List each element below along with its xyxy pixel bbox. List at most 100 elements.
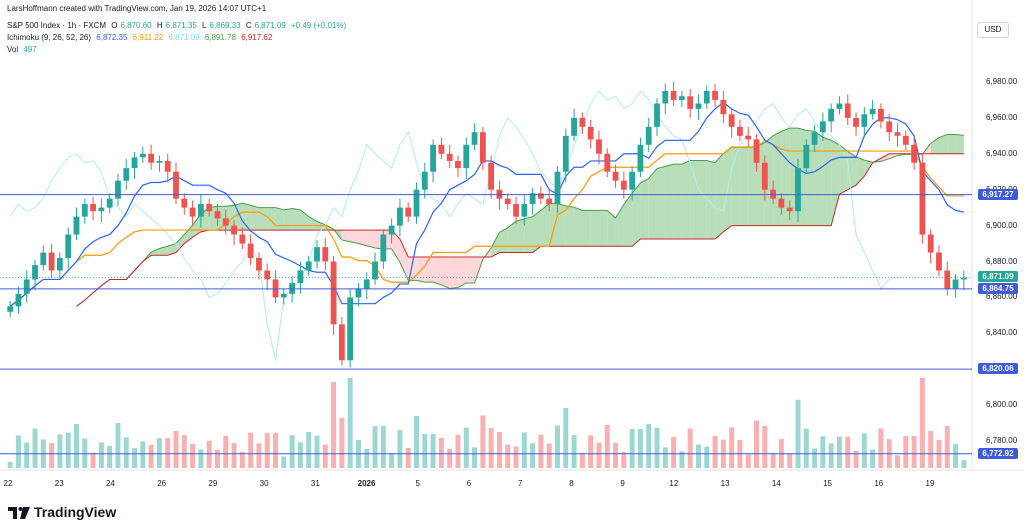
candle-body (355, 288, 362, 298)
ichimoku-cloud-segment (159, 246, 168, 256)
candle-body (811, 132, 818, 145)
volume-bar (853, 451, 859, 468)
ichimoku-cloud-segment (292, 208, 301, 231)
candle-body (23, 279, 30, 294)
volume-bar (49, 443, 55, 468)
time-tick-label: 24 (105, 479, 115, 488)
price-tick-label: 6,880.00 (986, 256, 1018, 266)
brand-name: TradingView (34, 504, 117, 520)
low-value: 6,869.33 (209, 21, 241, 30)
candle-body (778, 198, 785, 208)
candle-body (819, 121, 826, 133)
ichimoku-cloud-segment (673, 164, 682, 240)
volume-bar (637, 429, 643, 468)
volume-bar (820, 436, 826, 468)
volume-bar (530, 443, 536, 468)
time-tick-label: 12 (669, 479, 679, 488)
ichimoku-cloud-segment (167, 243, 177, 256)
ichimoku-cloud-segment (424, 257, 434, 283)
volume-bar (214, 449, 220, 468)
ichimoku-cloud-segment (532, 210, 541, 253)
volume-bar (538, 434, 544, 468)
volume-bar (15, 435, 21, 468)
candle-body (712, 90, 718, 100)
time-tick-label: 26 (157, 479, 167, 488)
volume-bar (281, 456, 287, 468)
level-price-badge: 6,820.06 (978, 363, 1018, 375)
volume-bar (115, 423, 121, 468)
volume-bar (422, 434, 428, 468)
candle-body (886, 121, 893, 133)
price-tick-label: 6,980.00 (986, 76, 1018, 86)
time-tick-label: 7 (517, 479, 523, 488)
ichimoku-cloud-segment (731, 147, 740, 226)
volume-bar (588, 435, 594, 468)
last-price-badge: 6,871.09 (978, 271, 1018, 283)
ichimoku-cloud-segment (151, 248, 160, 256)
candle-body (32, 265, 38, 280)
ichimoku-label: Ichimoku (9, 26, 52, 26) (7, 33, 92, 42)
volume-bar (861, 433, 867, 468)
ichimoku-cloud-segment (192, 213, 201, 238)
ichimoku-cloud-segment (457, 257, 467, 288)
candle-body (397, 207, 403, 226)
ichimoku-cloud-segment (341, 230, 351, 242)
span-b-line (76, 153, 964, 307)
volume-bar (7, 462, 13, 468)
volume-bar (596, 442, 602, 468)
volume-bar (961, 460, 967, 468)
span-b-value: 6,917.62 (241, 33, 273, 42)
candle-body (786, 207, 793, 212)
ichimoku-cloud-segment (549, 203, 558, 247)
candle-body (247, 243, 254, 258)
candle-body (504, 198, 511, 205)
ichimoku-cloud-segment (582, 210, 591, 247)
volume-bar (198, 449, 204, 468)
volume-bar (156, 438, 162, 468)
volume-bar (695, 444, 701, 468)
ichimoku-cloud-segment (715, 153, 724, 240)
volume-bar (546, 443, 552, 468)
candle-body (338, 324, 345, 361)
candle-body (554, 171, 561, 205)
candle-body (911, 144, 917, 163)
ichimoku-cloud-segment (350, 230, 359, 244)
level-price-badge: 6,772.92 (978, 447, 1018, 459)
candle-body (803, 144, 810, 169)
ichimoku-cloud-segment (657, 166, 666, 240)
ichimoku-cloud-segment (283, 208, 293, 231)
volume-bar (812, 448, 818, 468)
candle-body (405, 207, 412, 217)
candle-body (123, 168, 130, 181)
candle-body (322, 247, 329, 262)
volume-bar (911, 436, 917, 468)
ichimoku-cloud-segment (814, 131, 823, 226)
currency-button[interactable]: USD (977, 22, 1009, 38)
candle-body (637, 144, 644, 172)
ichimoku-legend[interactable]: Ichimoku (9, 26, 52, 26) 6,872.35 6,911.… (7, 33, 275, 43)
ichimoku-cloud-segment (524, 216, 533, 253)
ohlc-legend: S&P 500 Index · 1h · FXCM O 6,870.60 H 6,8… (7, 21, 349, 31)
candle-body (629, 171, 636, 190)
ichimoku-cloud-segment (557, 203, 566, 247)
candle-body (347, 297, 354, 361)
time-tick-label: 30 (259, 479, 269, 488)
attribution: LarsHoffmann created with TradingView.co… (7, 4, 267, 13)
volume-bar (903, 436, 909, 468)
time-tick-label: 13 (720, 479, 730, 488)
candle-body (529, 193, 536, 205)
candle-body (438, 144, 445, 154)
volume-bar (646, 424, 652, 468)
candle-body (720, 99, 727, 115)
span-a-value: 6,891.78 (204, 33, 236, 42)
candle-body (372, 261, 378, 280)
time-tick-label: 31 (310, 479, 320, 488)
ichimoku-cloud-segment (358, 230, 367, 246)
symbol-label[interactable]: S&P 500 Index · 1h · FXCM (7, 21, 107, 30)
ichimoku-cloud-segment (258, 207, 268, 231)
candle-body (654, 103, 660, 127)
tenkan-line (9, 101, 964, 307)
volume-bar (74, 424, 79, 468)
volume-legend[interactable]: Vol 497 (7, 45, 40, 55)
